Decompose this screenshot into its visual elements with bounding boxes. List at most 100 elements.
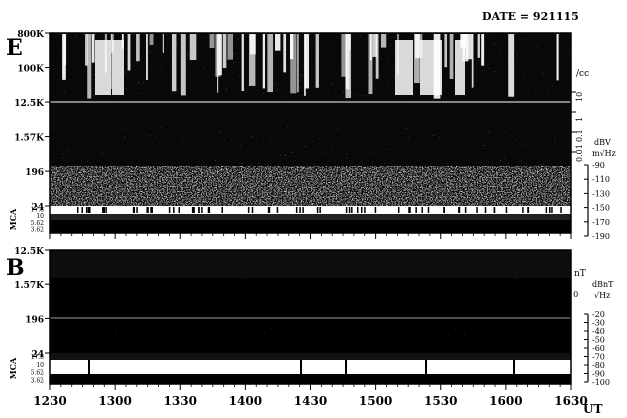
panel-e-burst <box>136 34 140 62</box>
panel-e-burst <box>471 34 474 88</box>
panel-e-mca-mark <box>268 207 271 213</box>
panel-e-mca-mark <box>360 207 363 213</box>
panel-e-density-tick-label: 10 <box>575 92 584 102</box>
panel-e-mca-mark <box>168 207 171 213</box>
panel-b-colorbar-unit-2: √Hz <box>594 291 610 300</box>
panel-e-mca-mark <box>505 207 508 213</box>
panel-e-mca-mark <box>201 207 203 213</box>
panel-e-burst <box>87 34 92 99</box>
panel-e-burst <box>290 34 297 94</box>
panel-e-mca-mark <box>88 207 90 213</box>
panel-e-mca-marks <box>76 207 562 213</box>
panel-e-mca-mark <box>409 207 411 213</box>
panel-e-burst <box>95 40 111 95</box>
panel-e-mca-strip-3 <box>50 220 571 233</box>
panel-e-burst <box>127 34 131 71</box>
panel-e-burst <box>315 34 319 88</box>
panel-e-burst <box>414 34 420 84</box>
panel-e-burst <box>275 34 281 51</box>
x-tick-label: 1600 <box>489 394 522 408</box>
x-axis: 1230 1300 1330 1400 1430 1500 1530 1600 1630 <box>33 233 588 408</box>
panel-e-mca-mark <box>103 207 106 213</box>
panel-e-burst <box>146 34 148 81</box>
panel-b-colorbar-tick-label: -90 <box>592 370 605 379</box>
panel-e-mca-mark <box>545 207 548 213</box>
x-axis-label: UT <box>583 402 602 416</box>
panel-e-burst <box>368 34 373 95</box>
panel-e-mca-mark <box>484 207 487 213</box>
panel-e-mca-mark <box>458 207 461 213</box>
panel-e-mca-strip-2 <box>50 214 571 220</box>
panel-e-y-tick-label: 800K <box>17 30 45 40</box>
panel-b-mca-marks <box>88 360 515 374</box>
panel-b-mca-strip-3 <box>50 374 571 384</box>
panel-e-burst <box>112 40 124 95</box>
panel-e-burst <box>241 34 244 92</box>
panel-b-colorbar-tick-label: -70 <box>592 353 605 362</box>
panel-e-mca-mark <box>397 207 400 213</box>
panel-b-speckled-band <box>50 278 571 353</box>
panel-b-label: B <box>6 255 25 281</box>
panel-e: E DATE = 921115 800K100K12.5K1.57K19624 … <box>6 10 616 241</box>
panel-e-burst <box>162 34 164 53</box>
panel-e-burst <box>222 34 227 69</box>
panel-e-mca-mark <box>549 207 551 213</box>
panel-e-mca-mark <box>207 207 210 213</box>
panel-e-density-axis: 10 1 0.1 0.01 <box>571 91 584 162</box>
panel-e-mca-mark <box>247 207 250 213</box>
panel-b-right-tick: 10 <box>568 290 578 299</box>
panel-e-bursts <box>62 34 559 99</box>
panel-e-burst <box>283 34 287 73</box>
panel-b-mca-label: MCA <box>8 357 18 379</box>
panel-e-mca-mark <box>146 207 148 213</box>
panel-e-mca-mark <box>105 207 107 213</box>
x-tick-label: 1330 <box>164 394 197 408</box>
panel-e-mca-mark <box>415 207 417 213</box>
panel-e-burst <box>341 34 347 77</box>
panel-b-colorbar-tick-label: -60 <box>592 344 605 353</box>
panel-e-mca-mark <box>276 207 279 213</box>
panel-e-burst <box>420 40 442 95</box>
panel-e-colorbar-tick-label: -190 <box>592 232 610 241</box>
panel-b-top-band <box>50 250 571 278</box>
panel-e-burst <box>227 34 234 60</box>
panel-e-mca-label: MCA <box>8 208 18 230</box>
panel-e-burst <box>63 34 67 66</box>
panel-b-mca-mark <box>88 360 90 374</box>
panel-e-mca-mark <box>89 207 91 213</box>
panel-b-y-tick-label: 24 <box>31 350 44 360</box>
panel-e-mca-mark <box>178 207 180 213</box>
panel-e-mca-mark <box>493 207 496 213</box>
panel-e-mca-mark <box>551 207 553 213</box>
panel-e-mca-mark <box>267 207 270 213</box>
panel-e-mca-mark <box>408 207 410 213</box>
panel-e-burst <box>556 34 559 81</box>
panel-e-density-tick-label: 0.01 <box>575 144 584 162</box>
panel-e-dark-band <box>50 98 571 126</box>
panel-b-colorbar-tick-label: -40 <box>592 327 605 336</box>
panel-e-mca-mark <box>208 207 211 213</box>
panel-e-mca-mark <box>193 207 195 213</box>
panel-e-burst <box>449 34 454 79</box>
x-tick-label: 1530 <box>424 394 457 408</box>
panel-b-colorbar-tick-label: -30 <box>592 319 605 328</box>
panel-e-burst <box>481 34 485 66</box>
panel-e-mca-mark <box>351 207 353 213</box>
panel-e-mid-band <box>50 126 571 166</box>
panel-e-burst <box>345 34 350 90</box>
panel-e-mca-mark <box>221 207 223 213</box>
panel-e-burst <box>180 34 186 96</box>
x-tick-label: 1230 <box>33 394 66 408</box>
panel-b-mca-tick-label: 5.62 <box>31 370 45 377</box>
panel-e-mca-mark <box>374 207 377 213</box>
panel-e-mca-mark <box>348 207 351 213</box>
panel-e-mca-mark <box>81 207 83 213</box>
panel-e-burst <box>110 34 112 90</box>
x-tick-label: 1300 <box>98 394 131 408</box>
panel-e-y-tick-label: 196 <box>25 168 44 178</box>
date-label: DATE = 921115 <box>482 10 579 23</box>
panel-b-mca-mark <box>300 360 302 374</box>
panel-e-burst <box>395 40 413 95</box>
panel-e-burst <box>444 34 448 68</box>
